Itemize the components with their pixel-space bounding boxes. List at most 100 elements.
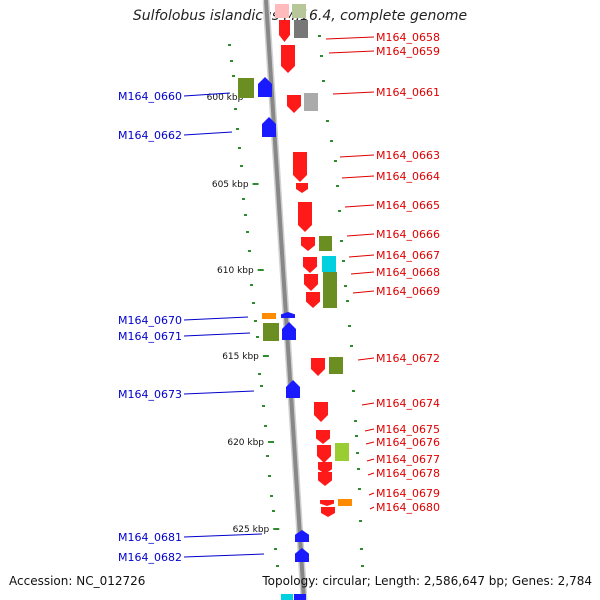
tick-dot bbox=[260, 385, 263, 387]
label-leader-line bbox=[183, 553, 265, 558]
tick-dot bbox=[346, 300, 349, 302]
tick-dot bbox=[246, 231, 249, 233]
kbp-tick bbox=[262, 355, 269, 357]
forward-gene-arrow bbox=[279, 20, 290, 42]
tick-dot bbox=[355, 435, 358, 437]
reverse-gene-label: M164_0671 bbox=[118, 330, 182, 343]
forward-gene-label: M164_0668 bbox=[376, 266, 440, 279]
olive-gene-block bbox=[238, 78, 254, 98]
tick-dot bbox=[359, 520, 362, 522]
tick-dot bbox=[356, 452, 359, 454]
forward-gene-arrow bbox=[304, 274, 318, 291]
forward-gene-label: M164_0658 bbox=[376, 31, 440, 44]
forward-gene-arrow bbox=[318, 472, 332, 486]
tick-dot bbox=[232, 75, 235, 77]
label-leader-line bbox=[346, 233, 375, 237]
tick-dot bbox=[361, 565, 364, 567]
label-leader-line bbox=[183, 316, 249, 321]
forward-gene-label: M164_0679 bbox=[376, 487, 440, 500]
label-leader-line bbox=[367, 472, 375, 476]
forward-gene-arrow bbox=[306, 292, 320, 308]
label-leader-line bbox=[325, 36, 375, 40]
tick-dot bbox=[326, 120, 329, 122]
grey-gene-block bbox=[304, 93, 318, 111]
reverse-gene-arrow bbox=[286, 380, 300, 398]
forward-gene-label: M164_0677 bbox=[376, 453, 440, 466]
tick-dot bbox=[230, 60, 233, 62]
forward-gene-arrow bbox=[316, 430, 330, 444]
accession-text: Accession: NC_012726 bbox=[9, 574, 146, 588]
kbp-label: 605 kbp bbox=[212, 180, 249, 190]
label-leader-line bbox=[183, 92, 231, 97]
forward-gene-label: M164_0672 bbox=[376, 352, 440, 365]
label-leader-line bbox=[366, 458, 375, 462]
forward-gene-label: M164_0661 bbox=[376, 86, 440, 99]
kbp-tick bbox=[268, 441, 275, 443]
reverse-gene-arrow bbox=[295, 548, 309, 562]
label-leader-line bbox=[365, 441, 375, 445]
label-leader-line bbox=[344, 204, 375, 208]
reverse-gene-label: M164_0670 bbox=[118, 314, 182, 327]
tick-dot bbox=[357, 468, 360, 470]
kbp-label: 615 kbp bbox=[222, 352, 259, 362]
tick-dot bbox=[240, 165, 243, 167]
tick-dot bbox=[250, 284, 253, 286]
forward-gene-arrow bbox=[311, 358, 325, 376]
olive-gene-block bbox=[329, 357, 343, 374]
tick-dot bbox=[244, 214, 247, 216]
forward-gene-label: M164_0676 bbox=[376, 436, 440, 449]
label-leader-line bbox=[183, 332, 251, 337]
forward-gene-label: M164_0664 bbox=[376, 170, 440, 183]
label-leader-line bbox=[369, 506, 375, 510]
tick-dot bbox=[268, 475, 271, 477]
cyan-gene-block bbox=[322, 256, 336, 272]
tick-dot bbox=[254, 320, 257, 322]
orange-gene-block bbox=[338, 499, 352, 506]
kbp-label: 625 kbp bbox=[233, 525, 270, 535]
forward-gene-label: M164_0669 bbox=[376, 285, 440, 298]
tick-dot bbox=[320, 55, 323, 57]
olive-gene-block bbox=[323, 272, 337, 308]
forward-gene-label: M164_0667 bbox=[376, 249, 440, 262]
tick-dot bbox=[322, 80, 325, 82]
reverse-gene-label: M164_0681 bbox=[118, 531, 182, 544]
forward-gene-arrow bbox=[301, 237, 315, 251]
label-leader-line bbox=[183, 533, 263, 538]
tick-dot bbox=[352, 390, 355, 392]
tick-dot bbox=[248, 250, 251, 252]
reverse-gene-label: M164_0662 bbox=[118, 129, 182, 142]
forward-gene-label: M164_0663 bbox=[376, 149, 440, 162]
tick-dot bbox=[236, 128, 239, 130]
kbp-tick bbox=[273, 528, 280, 530]
reverse-gene-label: M164_0673 bbox=[118, 388, 182, 401]
label-leader-line bbox=[352, 290, 375, 294]
forward-gene-label: M164_0665 bbox=[376, 199, 440, 212]
reverse-gene-arrow bbox=[262, 117, 276, 137]
forward-gene-label: M164_0680 bbox=[376, 501, 440, 514]
tick-dot bbox=[272, 510, 275, 512]
tick-dot bbox=[360, 548, 363, 550]
label-leader-line bbox=[364, 428, 375, 432]
grey-gene-block bbox=[294, 20, 308, 38]
forward-gene-arrow bbox=[318, 462, 332, 474]
label-leader-line bbox=[357, 357, 375, 361]
tick-dot bbox=[276, 565, 279, 567]
reverse-gene-arrow bbox=[281, 312, 295, 318]
reverse-gene-arrow bbox=[295, 530, 309, 542]
tick-dot bbox=[228, 44, 231, 46]
tick-dot bbox=[242, 198, 245, 200]
olive-gene-block bbox=[292, 4, 306, 18]
kbp-tick bbox=[257, 269, 264, 271]
tick-dot bbox=[336, 185, 339, 187]
tick-dot bbox=[274, 548, 277, 550]
tick-dot bbox=[354, 420, 357, 422]
tick-dot bbox=[338, 210, 341, 212]
reverse-gene-label: M164_0660 bbox=[118, 90, 182, 103]
forward-gene-arrow bbox=[303, 257, 317, 273]
tick-dot bbox=[340, 240, 343, 242]
forward-gene-arrow bbox=[317, 445, 331, 463]
forward-gene-arrow bbox=[314, 402, 328, 422]
tick-dot bbox=[258, 373, 261, 375]
label-leader-line bbox=[348, 254, 375, 258]
